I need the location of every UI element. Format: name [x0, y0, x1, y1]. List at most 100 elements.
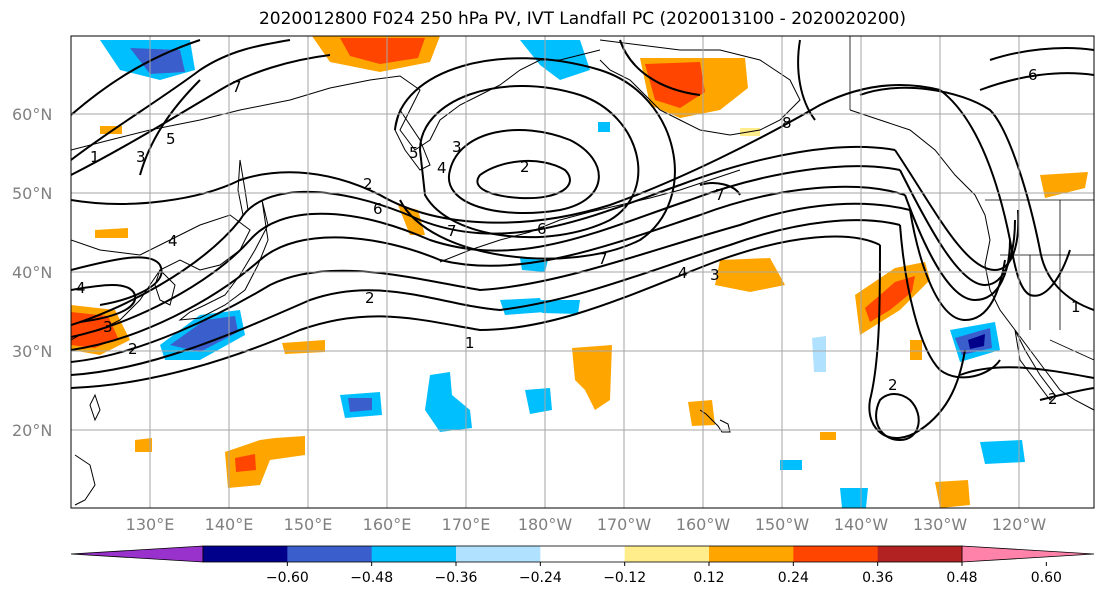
lon-label: 130°E [126, 515, 175, 534]
colorbar-segment [456, 546, 541, 562]
lat-label: 60°N [12, 105, 52, 124]
contour-line [71, 202, 911, 363]
contour-label: 6 [537, 220, 547, 238]
lon-label: 160°E [363, 515, 412, 534]
contour-line [894, 149, 1020, 272]
shade-patch [425, 372, 472, 432]
contour-line [71, 185, 906, 351]
coastline-alaska-panhandle [849, 109, 976, 196]
contour-label: 3 [710, 266, 720, 284]
contour-label: 3 [452, 138, 462, 156]
shade-patch [780, 460, 802, 470]
contour-line [71, 219, 901, 376]
shade-patch [340, 38, 425, 64]
colorbar-tick-label: 0.36 [862, 570, 893, 586]
contour-line [939, 89, 1071, 297]
shade-patch [645, 62, 705, 108]
shade-patch [170, 316, 238, 352]
coastline-alaska [599, 39, 801, 136]
contour-label: 3 [103, 318, 113, 336]
colorbar-segment [793, 546, 879, 562]
contour-label: 8 [782, 114, 792, 132]
contour-line [418, 85, 640, 239]
map-frame [70, 35, 1095, 509]
contour-label: 2 [363, 175, 373, 193]
colorbar-tick-label: −0.12 [603, 570, 646, 586]
contour-label: 2 [888, 376, 898, 394]
colorbar-extend-right [961, 545, 1095, 563]
contour-line [989, 47, 1094, 61]
coastline-hawaii [699, 409, 731, 433]
coastline-asia [71, 49, 601, 151]
lat-label: 40°N [12, 263, 52, 282]
shade-patch [980, 440, 1025, 464]
longitude-labels: 130°E 140°E 150°E 160°E 170°E 180°W 170°… [126, 515, 1047, 534]
contour-line [71, 145, 896, 326]
shade-patch [968, 334, 985, 349]
shade-patch [820, 432, 836, 440]
coastline-mainland-east-asia [71, 214, 251, 341]
coastlines [71, 36, 1094, 506]
contour-label: 4 [437, 159, 447, 177]
lon-label: 140°E [205, 515, 254, 534]
shade-patch [598, 122, 610, 132]
shade-patch [540, 300, 580, 314]
contour-line [71, 284, 137, 323]
contour-label: 4 [678, 264, 688, 282]
contour-line [71, 235, 881, 389]
lon-label: 150°E [284, 515, 333, 534]
shade-patch [135, 438, 152, 452]
contour-line [979, 72, 1094, 91]
coastline-aleutians [439, 169, 741, 263]
contour-line [71, 39, 291, 161]
contour-line [71, 39, 201, 116]
colorbar-segment [371, 546, 457, 562]
contour-line [71, 165, 901, 338]
map-plot-area: 1 2 3 4 5 6 7 1 2 3 4 6 7 4 3 2 1 7 8 6 … [71, 36, 1094, 508]
contour-label: 7 [598, 250, 608, 268]
contour-label: 1 [90, 148, 100, 166]
colorbar-segment [709, 546, 794, 562]
contour-label: 7 [715, 186, 725, 204]
contour-line [394, 57, 676, 260]
contour-labels: 1 2 3 4 5 6 7 1 2 3 4 6 7 4 3 2 1 7 8 6 … [76, 66, 1081, 408]
colorbar-tick-label: −0.24 [519, 570, 562, 586]
contour-label: 5 [409, 144, 419, 162]
coastline-philippines [74, 454, 96, 506]
colorbar-tick-label: 0.48 [946, 570, 977, 586]
lat-label: 50°N [12, 184, 52, 203]
contour-label: 4 [168, 232, 178, 250]
shade-patch [225, 436, 305, 488]
lon-label: 150°W [755, 515, 810, 534]
contour-line [139, 79, 201, 176]
contour-line [1039, 387, 1094, 401]
map-title: 2020012800 F024 250 hPa PV, IVT Landfall… [258, 9, 906, 29]
lon-label: 130°W [913, 515, 968, 534]
contour-label: 6 [1028, 66, 1038, 84]
shade-patch [715, 258, 785, 292]
shade-patch [688, 400, 715, 426]
shade-patch [812, 336, 826, 372]
shade-patch [130, 48, 185, 74]
contour-line [868, 244, 966, 440]
contour-line [447, 129, 600, 214]
contour-label: 6 [373, 200, 383, 218]
colorbar-outline [202, 545, 963, 563]
contour-line [476, 159, 571, 200]
shade-patch [935, 480, 970, 508]
colorbar: −0.60 −0.48 −0.36 −0.24 −0.12 0.12 0.24 0.36 0.4… [70, 545, 1095, 586]
contour-label: 5 [166, 130, 176, 148]
shade-patch [235, 454, 256, 472]
contour-line [899, 224, 1001, 379]
shade-patch [865, 276, 915, 322]
coastline-north-america [974, 194, 1094, 411]
colorbar-tick-label: 0.12 [693, 570, 724, 586]
colorbar-tick-label: −0.36 [435, 570, 478, 586]
lon-label: 170°E [442, 515, 491, 534]
contour-line [875, 393, 920, 442]
lat-label: 30°N [12, 342, 52, 361]
colorbar-segment [624, 546, 710, 562]
contour-label: 2 [520, 158, 530, 176]
colorbar-tick-label: −0.48 [350, 570, 393, 586]
